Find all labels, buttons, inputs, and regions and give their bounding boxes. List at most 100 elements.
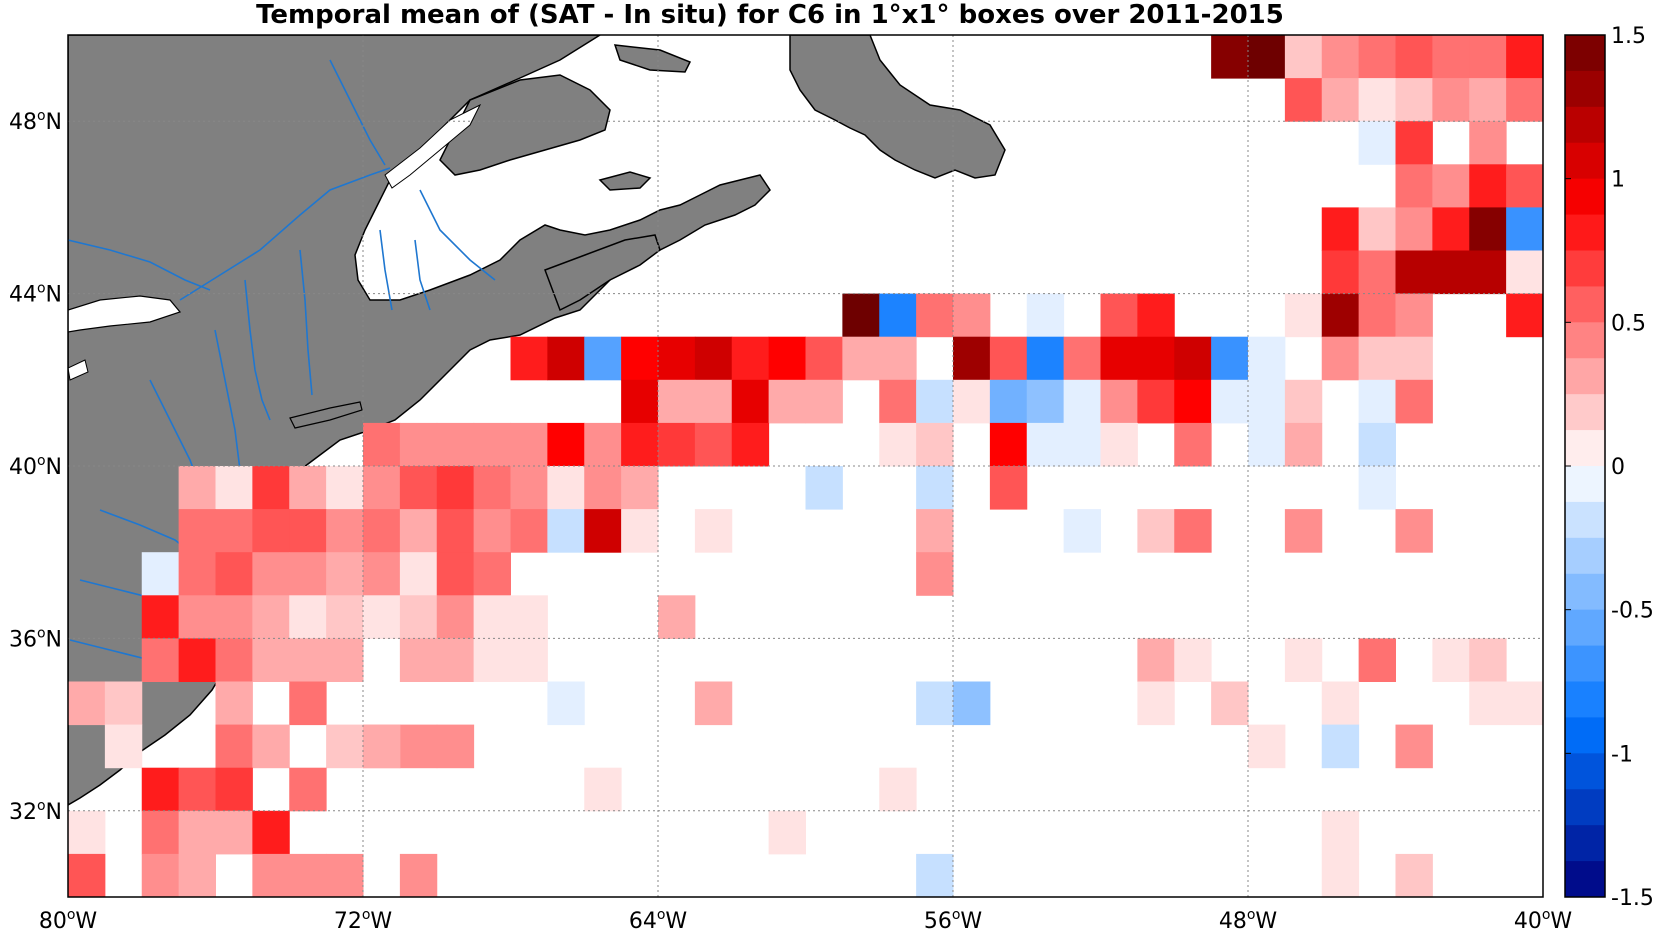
colorbar-swatch bbox=[1565, 70, 1605, 108]
saint-john-river bbox=[419, 189, 496, 281]
kennebec-river bbox=[379, 229, 393, 311]
heatmap-cell bbox=[1321, 336, 1360, 381]
heatmap-cell bbox=[1395, 164, 1433, 208]
heatmap-cell bbox=[363, 724, 401, 769]
heatmap-cell bbox=[916, 853, 954, 897]
heatmap-cell bbox=[1395, 35, 1433, 79]
heatmap-cell bbox=[289, 466, 327, 510]
heatmap-cell bbox=[1284, 293, 1323, 338]
heatmap-cell bbox=[916, 552, 954, 596]
heatmap-cell bbox=[621, 466, 659, 510]
heatmap-cell bbox=[68, 853, 106, 897]
heatmap-cell bbox=[1358, 379, 1396, 424]
heatmap-cell bbox=[989, 336, 1028, 381]
heatmap-cell bbox=[1432, 35, 1470, 79]
heatmap-cell bbox=[1026, 422, 1065, 467]
heatmap-cell bbox=[1321, 681, 1360, 726]
heatmap-cell bbox=[326, 552, 364, 596]
heatmap-cell bbox=[621, 379, 659, 424]
cape-breton bbox=[544, 234, 661, 312]
heatmap-cell bbox=[141, 638, 180, 682]
latitude-tick-label: 40oN bbox=[9, 453, 62, 480]
heatmap-cell bbox=[363, 509, 401, 553]
heatmap-cell bbox=[1100, 293, 1138, 338]
longitude-tick-label: 80oW bbox=[39, 907, 98, 934]
map-frame bbox=[67, 34, 1544, 898]
heatmap-cell bbox=[805, 379, 843, 424]
heatmap-cell bbox=[731, 379, 770, 424]
heatmap-cell bbox=[694, 336, 733, 381]
heatmap-cell bbox=[141, 595, 180, 639]
heatmap-cell bbox=[1284, 35, 1323, 79]
heatmap-cell bbox=[510, 638, 548, 682]
heatmap-cell bbox=[1506, 681, 1543, 726]
heatmap-cell bbox=[1137, 681, 1175, 726]
heatmap-cell bbox=[1358, 207, 1396, 251]
heatmap-cell bbox=[510, 595, 548, 639]
heatmap-cell bbox=[584, 509, 622, 553]
heatmap-cell bbox=[141, 853, 180, 897]
lake-erie bbox=[68, 359, 89, 381]
anticosti-island bbox=[613, 44, 692, 73]
heatmap-cell bbox=[1358, 78, 1396, 122]
heatmap-cell bbox=[805, 336, 843, 381]
heatmap-cell bbox=[916, 466, 954, 510]
heatmap-cell bbox=[436, 724, 475, 769]
heatmap-cell bbox=[1358, 293, 1396, 338]
heatmap-cell bbox=[989, 422, 1028, 467]
heatmap-cell bbox=[1100, 422, 1138, 467]
heatmap-cell bbox=[1469, 121, 1507, 165]
heatmap-cell bbox=[658, 595, 696, 639]
heatmap-cell bbox=[1321, 250, 1360, 295]
hudson-river bbox=[244, 279, 271, 421]
map-title: Temporal mean of (SAT - In situ) for C6 … bbox=[256, 0, 1284, 30]
heatmap-cells bbox=[68, 35, 1543, 897]
graticule bbox=[68, 35, 1543, 897]
heatmap-cell bbox=[1100, 336, 1138, 381]
heatmap-cell bbox=[842, 293, 880, 338]
heatmap-cell bbox=[510, 466, 548, 510]
heatmap-cell bbox=[363, 552, 401, 596]
longitude-tick-label: 48oW bbox=[1219, 907, 1278, 934]
colorbar-swatch bbox=[1565, 501, 1605, 539]
heatmap-cell bbox=[252, 595, 290, 639]
heatmap-cell bbox=[1358, 638, 1396, 682]
heatmap-cell bbox=[215, 509, 253, 553]
heatmap-cell bbox=[1063, 379, 1101, 424]
heatmap-cell bbox=[1321, 810, 1360, 855]
heatmap-cell bbox=[215, 595, 253, 639]
heatmap-cell bbox=[215, 638, 253, 682]
heatmap-cell bbox=[768, 336, 806, 381]
heatmap-cell bbox=[326, 724, 364, 769]
colorbar-swatch bbox=[1565, 537, 1605, 575]
heatmap-cell bbox=[1284, 78, 1323, 122]
heatmap-cell bbox=[1248, 379, 1286, 424]
ottawa-river bbox=[68, 239, 211, 291]
heatmap-cell bbox=[104, 724, 143, 769]
heatmap-cell bbox=[584, 422, 622, 467]
heatmap-cell bbox=[1469, 78, 1507, 122]
heatmap-cell bbox=[1248, 336, 1286, 381]
heatmap-cell bbox=[289, 638, 327, 682]
heatmap-cell bbox=[1469, 638, 1507, 682]
heatmap-cell bbox=[1358, 35, 1396, 79]
heatmap-cell bbox=[879, 422, 917, 467]
heatmap-cell bbox=[1395, 78, 1433, 122]
heatmap-cell bbox=[842, 336, 880, 381]
longitude-tick-label: 40oW bbox=[1514, 907, 1573, 934]
lake-ontario bbox=[68, 295, 182, 333]
heatmap-cell bbox=[1506, 250, 1543, 295]
heatmap-cell bbox=[1432, 250, 1470, 295]
heatmap-cell bbox=[1321, 207, 1360, 251]
heatmap-cell bbox=[916, 509, 954, 553]
heatmap-cell bbox=[547, 509, 585, 553]
heatmap-cell bbox=[252, 509, 290, 553]
latitude-tick-label: 32oN bbox=[9, 798, 62, 825]
colorbar-tick-label: 1 bbox=[1611, 168, 1625, 193]
heatmap-cell bbox=[953, 293, 991, 338]
heatmap-cell bbox=[953, 336, 991, 381]
heatmap-cell bbox=[1174, 422, 1212, 467]
heatmap-cell bbox=[1469, 164, 1507, 208]
latitude-tick-label: 48oN bbox=[9, 108, 62, 135]
heatmap-cell bbox=[363, 466, 401, 510]
